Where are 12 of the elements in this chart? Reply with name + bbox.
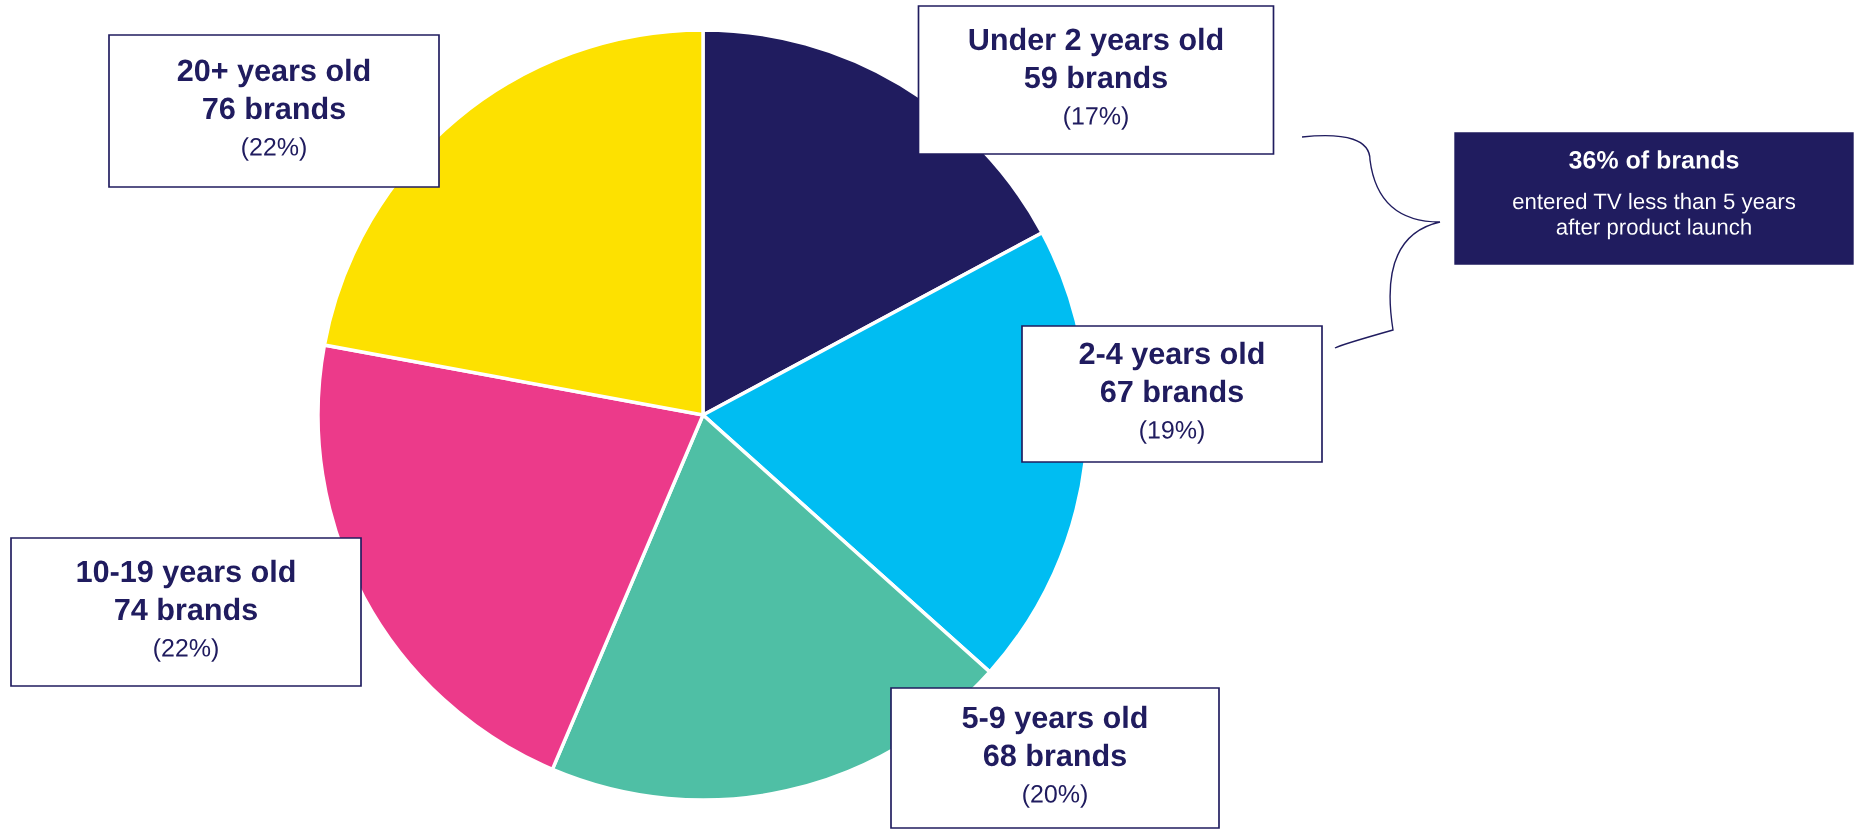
slice-label: Under 2 years old xyxy=(969,27,1223,57)
data-label: 67 brands (19%) xyxy=(1100,379,1243,444)
slice-label: 2-4 years old xyxy=(1079,341,1264,371)
text: 36% of brands xyxy=(1569,150,1739,169)
data-label: 59 brands (17%) xyxy=(1024,65,1167,130)
text: entered TV less than 5 years after product launch xyxy=(1513,192,1796,240)
slice-label: 20+ years old xyxy=(177,58,370,88)
slice-label: 10-19 years old xyxy=(77,559,295,589)
slice-label: 5-9 years old xyxy=(962,705,1147,735)
data-label: 74 brands (22%) xyxy=(115,597,257,662)
data-label: 76 brands (22%) xyxy=(203,96,345,161)
data-label: 68 brands (20%) xyxy=(983,743,1126,808)
